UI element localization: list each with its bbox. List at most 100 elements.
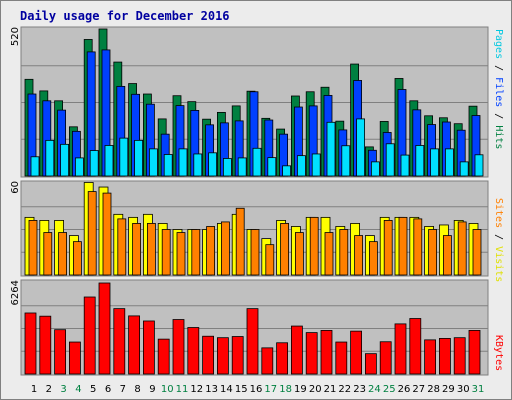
bar-sites-day-31 (472, 229, 482, 276)
bar-sites-day-6 (102, 192, 112, 276)
bar-sites-day-19 (294, 232, 304, 276)
bar-pages-day-11 (178, 148, 188, 177)
bar-sites-day-18 (280, 223, 290, 276)
bar-kbytes-day-28 (424, 339, 437, 375)
legend-part-0: Sites (493, 198, 504, 228)
right-legend-top: Pages / Files / Hits (493, 29, 504, 149)
day-label-2: 2 (46, 384, 52, 395)
legend-part-1: / (493, 59, 504, 77)
bar-kbytes-day-2 (39, 315, 52, 375)
bar-pages-day-27 (415, 145, 425, 177)
legend-part-0: KBytes (493, 335, 504, 371)
bars (24, 28, 484, 375)
bar-kbytes-day-25 (379, 341, 392, 375)
day-label-14: 14 (220, 384, 233, 395)
bar-pages-day-31 (474, 154, 484, 177)
day-label-18: 18 (279, 384, 292, 395)
legend-part-3: / (493, 107, 504, 125)
bar-sites-day-28 (428, 229, 438, 276)
bar-sites-day-25 (383, 219, 393, 276)
y-max-label-bottom: 6264 (10, 280, 21, 305)
day-label-4: 4 (75, 384, 81, 395)
legend-part-2: Files (493, 77, 504, 107)
y-max-label-middle: 60 (10, 181, 21, 194)
day-label-27: 27 (412, 384, 425, 395)
day-label-26: 26 (398, 384, 411, 395)
bar-pages-day-7 (119, 137, 129, 177)
right-legend-bottom: KBytes (493, 335, 504, 371)
bar-kbytes-day-3 (54, 329, 66, 375)
day-label-17: 17 (264, 384, 277, 395)
bar-sites-day-14 (220, 221, 230, 276)
day-label-10: 10 (161, 384, 174, 395)
legend-part-0: Pages (493, 29, 504, 59)
day-label-28: 28 (427, 384, 440, 395)
bar-sites-day-21 (324, 232, 334, 276)
right-legend-middle: Sites / Visits (493, 198, 504, 282)
bar-pages-day-22 (341, 145, 351, 177)
bar-kbytes-day-6 (98, 282, 111, 375)
bar-kbytes-day-14 (216, 337, 229, 375)
bar-kbytes-day-17 (261, 347, 274, 375)
bar-sites-day-17 (265, 244, 275, 276)
bar-pages-day-28 (430, 148, 440, 177)
bar-pages-day-24 (370, 161, 380, 177)
bar-pages-day-12 (193, 153, 203, 177)
day-label-13: 13 (205, 384, 218, 395)
day-label-3: 3 (60, 384, 66, 395)
bar-kbytes-day-19 (290, 325, 303, 375)
bar-kbytes-day-13 (202, 335, 215, 375)
bar-pages-day-19 (296, 155, 306, 177)
bar-sites-day-12 (191, 229, 201, 276)
bar-pages-day-5 (89, 150, 99, 177)
bar-pages-day-29 (444, 148, 454, 177)
bar-sites-day-10 (161, 229, 171, 276)
bar-kbytes-day-21 (320, 330, 333, 375)
bar-sites-day-5 (87, 191, 97, 276)
bar-kbytes-day-12 (187, 327, 200, 375)
bar-pages-day-21 (326, 121, 336, 177)
day-label-9: 9 (149, 384, 155, 395)
day-label-11: 11 (176, 384, 189, 395)
bar-kbytes-day-10 (157, 338, 170, 375)
bar-pages-day-18 (282, 165, 292, 177)
bar-sites-day-26 (398, 216, 408, 276)
bar-kbytes-day-15 (231, 336, 244, 375)
chart-title: Daily usage for December 2016 (20, 9, 230, 23)
bar-pages-day-14 (222, 158, 232, 177)
bar-kbytes-day-4 (69, 341, 81, 375)
bar-sites-day-15 (235, 207, 245, 276)
day-label-15: 15 (235, 384, 248, 395)
bar-kbytes-day-23 (350, 330, 363, 375)
bar-pages-day-30 (459, 161, 469, 177)
bar-pages-day-26 (400, 154, 410, 177)
legend-part-2: Visits (493, 246, 504, 282)
bar-kbytes-day-31 (468, 330, 481, 375)
bar-sites-day-11 (176, 232, 186, 276)
bar-pages-day-4 (75, 157, 84, 177)
day-label-19: 19 (294, 384, 307, 395)
bar-pages-day-1 (30, 156, 40, 177)
bar-sites-day-23 (354, 235, 364, 276)
bar-pages-day-25 (385, 143, 395, 177)
bar-sites-day-3 (58, 232, 67, 276)
bar-pages-day-6 (104, 145, 114, 177)
day-label-25: 25 (383, 384, 396, 395)
day-label-30: 30 (457, 384, 470, 395)
bar-sites-day-9 (146, 223, 156, 276)
bar-kbytes-day-1 (24, 312, 37, 375)
day-label-8: 8 (134, 384, 140, 395)
bar-pages-day-8 (134, 139, 144, 177)
day-label-12: 12 (190, 384, 203, 395)
bar-sites-day-2 (43, 232, 53, 276)
day-label-20: 20 (309, 384, 322, 395)
bar-pages-day-2 (45, 139, 55, 177)
bar-kbytes-day-8 (128, 315, 141, 375)
bar-kbytes-day-18 (276, 342, 289, 375)
bar-pages-day-15 (237, 157, 247, 177)
bar-kbytes-day-16 (246, 308, 259, 375)
bar-sites-day-7 (117, 218, 127, 276)
bar-pages-day-20 (311, 153, 321, 177)
bar-kbytes-day-11 (172, 319, 185, 375)
day-label-22: 22 (338, 384, 351, 395)
